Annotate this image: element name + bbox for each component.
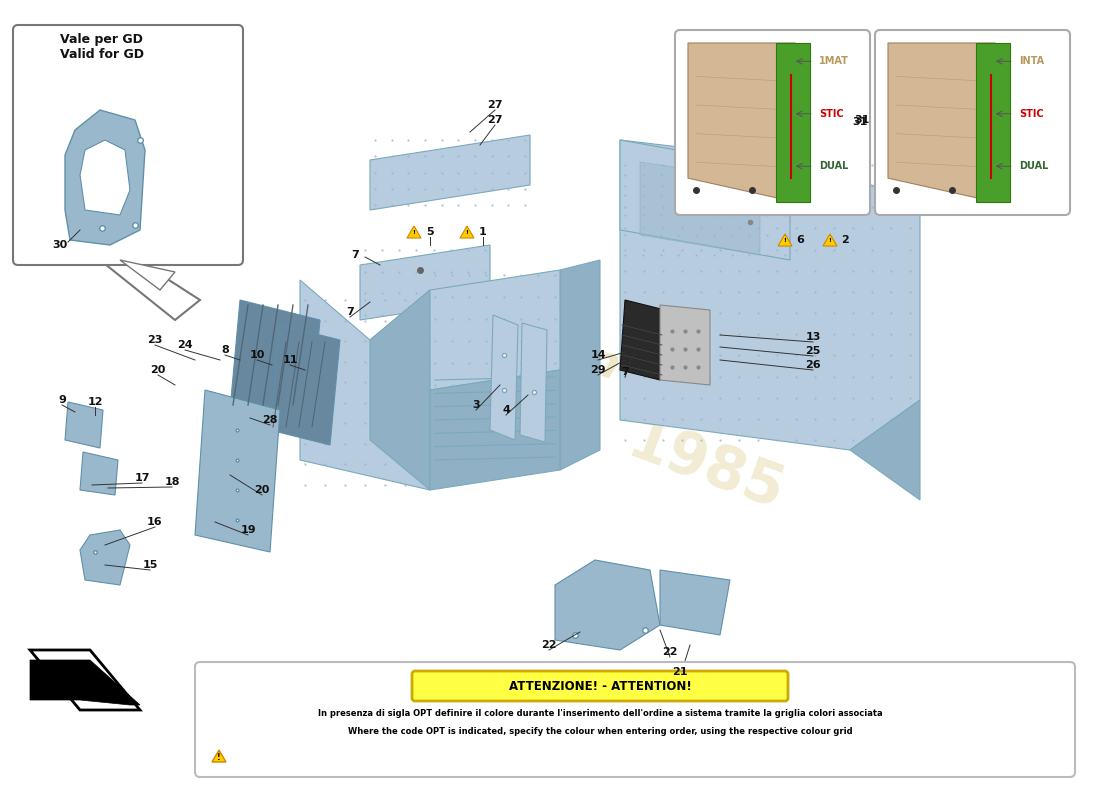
Polygon shape: [430, 370, 560, 490]
Polygon shape: [230, 300, 320, 430]
Text: 6: 6: [796, 235, 804, 245]
Text: 1: 1: [480, 227, 487, 237]
FancyBboxPatch shape: [874, 30, 1070, 215]
Text: 25: 25: [805, 346, 821, 356]
Text: 28: 28: [262, 415, 277, 425]
FancyBboxPatch shape: [412, 671, 788, 701]
Polygon shape: [65, 402, 103, 448]
Polygon shape: [620, 140, 790, 260]
Text: 11: 11: [283, 355, 298, 365]
Text: 2: 2: [842, 235, 849, 245]
Text: 15: 15: [142, 560, 157, 570]
Polygon shape: [80, 140, 130, 215]
Text: passion for: passion for: [430, 283, 707, 419]
Polygon shape: [823, 234, 837, 246]
Text: In presenza di sigla OPT definire il colore durante l'inserimento dell'ordine a : In presenza di sigla OPT definire il col…: [318, 710, 882, 718]
Text: 13: 13: [805, 332, 821, 342]
Text: 22: 22: [541, 640, 557, 650]
Text: 21: 21: [672, 667, 688, 677]
Polygon shape: [195, 390, 280, 552]
Polygon shape: [560, 260, 600, 470]
Polygon shape: [407, 226, 421, 238]
Text: !: !: [465, 230, 469, 235]
Text: STIC: STIC: [1019, 109, 1044, 118]
Polygon shape: [976, 43, 1010, 202]
Text: 4: 4: [502, 405, 510, 415]
Polygon shape: [660, 305, 710, 385]
Polygon shape: [80, 452, 118, 495]
Text: 24: 24: [177, 340, 192, 350]
Polygon shape: [360, 245, 490, 320]
Text: DUAL: DUAL: [818, 162, 848, 171]
Polygon shape: [30, 660, 140, 705]
Polygon shape: [850, 400, 920, 500]
Text: ATTENZIONE! - ATTENTION!: ATTENZIONE! - ATTENTION!: [508, 679, 692, 693]
Text: 19: 19: [240, 525, 256, 535]
Text: 3: 3: [472, 400, 480, 410]
FancyBboxPatch shape: [675, 30, 870, 215]
Text: 7: 7: [346, 307, 354, 317]
Polygon shape: [460, 226, 474, 238]
Text: DUAL: DUAL: [1019, 162, 1048, 171]
Text: 1985: 1985: [620, 413, 792, 522]
Text: 26: 26: [805, 360, 821, 370]
Text: 29: 29: [591, 365, 606, 375]
Text: 16: 16: [147, 517, 163, 527]
FancyBboxPatch shape: [13, 25, 243, 265]
Text: 7: 7: [351, 250, 359, 260]
Text: 7: 7: [621, 367, 629, 377]
Polygon shape: [300, 280, 430, 490]
Polygon shape: [688, 43, 795, 202]
Polygon shape: [640, 162, 760, 255]
Text: INTA: INTA: [1019, 56, 1044, 66]
Text: !: !: [783, 238, 786, 243]
Polygon shape: [430, 270, 560, 390]
Text: 14: 14: [591, 350, 606, 360]
Text: 23: 23: [147, 335, 163, 345]
Polygon shape: [620, 140, 920, 450]
Text: 5: 5: [426, 227, 433, 237]
Text: 27: 27: [487, 115, 503, 125]
Polygon shape: [80, 530, 130, 585]
Text: Vale per GD: Vale per GD: [60, 34, 143, 46]
Polygon shape: [120, 260, 175, 290]
Text: 22: 22: [662, 647, 678, 657]
Polygon shape: [520, 323, 547, 442]
Text: 18: 18: [164, 477, 179, 487]
Text: 30: 30: [53, 240, 67, 250]
Text: 9: 9: [58, 395, 66, 405]
Text: 20: 20: [151, 365, 166, 375]
Text: !: !: [828, 238, 832, 243]
Text: !: !: [217, 754, 221, 762]
Text: STIC: STIC: [818, 109, 844, 118]
Polygon shape: [212, 750, 226, 762]
Polygon shape: [65, 110, 145, 245]
Polygon shape: [620, 300, 666, 380]
Polygon shape: [777, 43, 810, 202]
Polygon shape: [30, 650, 140, 710]
Text: 10: 10: [250, 350, 265, 360]
Text: !: !: [412, 230, 416, 235]
Polygon shape: [370, 135, 530, 210]
Polygon shape: [370, 290, 430, 490]
Text: 20: 20: [254, 485, 270, 495]
Text: 1MAT: 1MAT: [818, 56, 848, 66]
Polygon shape: [888, 43, 996, 202]
Text: 31: 31: [852, 117, 868, 127]
Polygon shape: [778, 234, 792, 246]
Polygon shape: [490, 315, 518, 440]
Text: 8: 8: [221, 345, 229, 355]
Polygon shape: [556, 560, 660, 650]
Text: 27: 27: [487, 100, 503, 110]
Text: 31: 31: [855, 115, 870, 125]
Polygon shape: [100, 255, 200, 320]
Polygon shape: [660, 570, 730, 635]
Polygon shape: [270, 325, 340, 445]
FancyBboxPatch shape: [195, 662, 1075, 777]
Text: 17: 17: [134, 473, 150, 483]
Text: Valid for GD: Valid for GD: [60, 49, 144, 62]
Text: Where the code OPT is indicated, specify the colour when entering order, using t: Where the code OPT is indicated, specify…: [348, 727, 852, 737]
Text: 12: 12: [87, 397, 102, 407]
